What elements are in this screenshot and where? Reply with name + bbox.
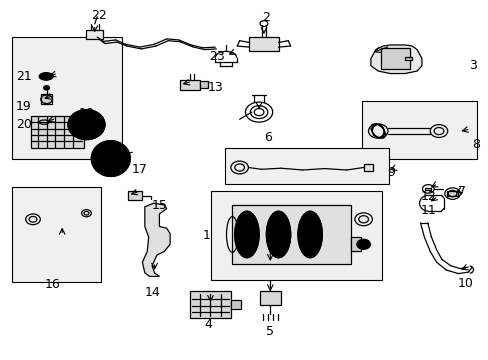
- Bar: [224, 148, 388, 184]
- Text: 7: 7: [457, 185, 465, 198]
- Ellipse shape: [68, 110, 105, 140]
- Bar: [200, 81, 207, 88]
- Bar: [362, 102, 476, 159]
- Text: 17: 17: [131, 163, 147, 176]
- Polygon shape: [370, 45, 421, 73]
- Text: 11: 11: [420, 204, 435, 217]
- Bar: [351, 237, 361, 251]
- Text: 15: 15: [152, 198, 168, 212]
- Bar: [211, 191, 381, 280]
- Ellipse shape: [91, 141, 130, 176]
- Polygon shape: [446, 191, 458, 196]
- Text: 4: 4: [203, 318, 211, 331]
- Bar: [363, 164, 372, 171]
- Text: 18: 18: [79, 107, 94, 120]
- Bar: [231, 300, 241, 309]
- Text: 19: 19: [16, 100, 31, 113]
- Text: 2: 2: [262, 11, 270, 24]
- Bar: [404, 57, 411, 60]
- Ellipse shape: [356, 239, 370, 249]
- Text: 3: 3: [468, 59, 476, 72]
- Text: 20: 20: [16, 118, 31, 131]
- Bar: [232, 205, 351, 264]
- Bar: [12, 187, 101, 282]
- Polygon shape: [142, 203, 170, 276]
- Bar: [425, 188, 430, 190]
- Circle shape: [43, 86, 49, 90]
- Ellipse shape: [39, 73, 53, 80]
- Text: 22: 22: [91, 9, 106, 22]
- Text: 21: 21: [16, 70, 31, 83]
- Bar: [180, 80, 200, 90]
- Ellipse shape: [234, 211, 259, 258]
- Text: 1: 1: [202, 229, 210, 242]
- Text: 14: 14: [144, 286, 160, 299]
- Text: 9: 9: [386, 166, 394, 179]
- Text: 16: 16: [44, 278, 60, 291]
- Bar: [249, 37, 278, 51]
- Bar: [12, 37, 122, 158]
- Text: 6: 6: [264, 131, 271, 144]
- Text: 10: 10: [457, 277, 473, 290]
- Bar: [380, 48, 409, 69]
- Text: 5: 5: [265, 325, 273, 338]
- Ellipse shape: [297, 211, 322, 258]
- Text: 12: 12: [420, 190, 435, 203]
- Bar: [41, 94, 52, 104]
- Bar: [127, 191, 142, 200]
- Text: 13: 13: [207, 81, 224, 94]
- Ellipse shape: [266, 211, 290, 258]
- Bar: [30, 116, 84, 148]
- Text: 23: 23: [209, 50, 224, 63]
- Text: 8: 8: [471, 138, 479, 151]
- Bar: [190, 291, 231, 318]
- Bar: [86, 30, 103, 39]
- Bar: [259, 291, 281, 305]
